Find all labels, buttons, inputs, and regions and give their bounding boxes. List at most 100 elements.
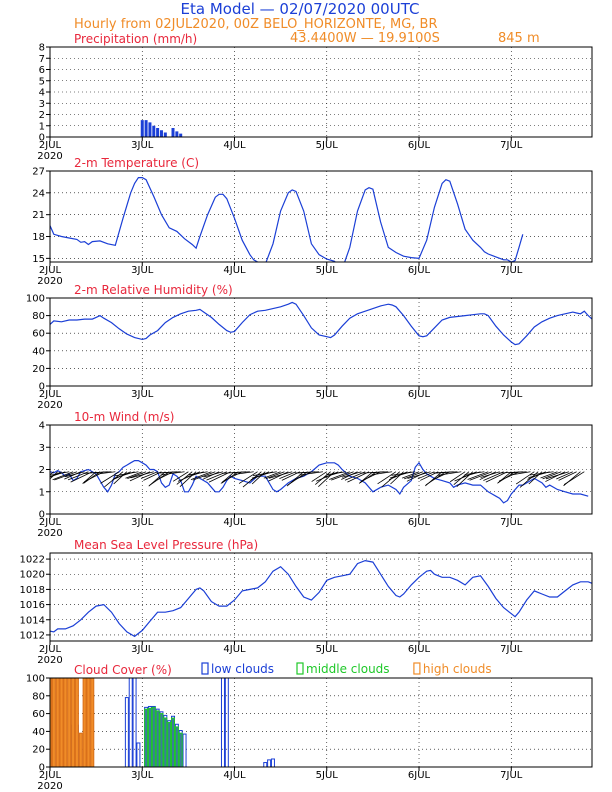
wind-arrow	[64, 471, 81, 480]
panel-5: 0 20 40 60 80 100 2JUL 3JUL 4JUL 5JUL 6JUL 7JUL 2020…	[26, 662, 593, 792]
cloud-bar-high	[90, 678, 95, 767]
wind-arrow	[202, 471, 220, 480]
chart-subtitle: Hourly from 02JUL2020, 00Z BELO_HORIZONT…	[74, 17, 438, 32]
wind-arrow	[391, 471, 416, 476]
wind-arrow	[406, 471, 427, 482]
y-tick-label: 24	[32, 188, 45, 199]
wind-arrow	[464, 471, 485, 475]
y-tick-label: 60	[32, 329, 45, 340]
wind-arrow	[433, 471, 450, 480]
precip-bar	[171, 128, 175, 137]
wind-arrow	[268, 471, 289, 482]
wind-arrow	[50, 471, 70, 476]
cloud-bar-low	[270, 758, 275, 767]
y-tick-label: 21	[32, 210, 45, 221]
cloud-bar-middle	[155, 710, 160, 767]
wind-arrow	[297, 471, 320, 474]
x-tick-label: 6JUL	[408, 517, 431, 528]
plot-area	[50, 678, 275, 767]
cloud-bar-middle	[174, 726, 179, 767]
cloud-bar-high	[82, 678, 87, 767]
wind-arrow	[299, 471, 323, 476]
y-tick-label: 0	[39, 133, 45, 144]
panel-frame	[49, 677, 593, 768]
wind-arrow	[279, 471, 297, 480]
x-tick-label: 6JUL	[408, 389, 431, 400]
y-tick-label: 1016	[20, 600, 45, 611]
wind-arrow	[540, 471, 558, 479]
x-tick-label: 7JUL	[500, 140, 523, 151]
legend-label: middle clouds	[306, 662, 390, 676]
wind-arrow	[377, 471, 397, 485]
x-tick-label: 3JUL	[131, 644, 154, 655]
x-tick-label: 5JUL	[316, 140, 339, 151]
y-tick-label: 4	[39, 421, 45, 432]
wind-arrow	[130, 471, 154, 479]
plot-area	[50, 301, 592, 346]
x-tick-label: 3JUL	[131, 770, 154, 781]
wind-arrow	[542, 471, 562, 480]
x-tick-label: 2JUL	[39, 644, 62, 655]
wind-arrow	[449, 471, 466, 483]
location-coords: 43.4400W — 19.9100S	[290, 31, 440, 46]
wind-arrow	[331, 471, 354, 481]
cloud-bar-middle	[151, 706, 156, 767]
y-tick-label: 5	[39, 76, 45, 87]
wind-arrow	[93, 471, 112, 474]
x-year-label: 2020	[37, 781, 62, 792]
wind-arrow	[404, 471, 424, 480]
cloud-bar-low	[136, 742, 141, 767]
wind-arrow	[510, 471, 531, 476]
plot-area	[50, 177, 524, 262]
wind-arrow	[498, 471, 520, 482]
x-tick-label: 5JUL	[316, 770, 339, 781]
wind-arrow	[342, 471, 362, 478]
x-tick-label: 4JUL	[223, 265, 246, 276]
cloud-bar-high	[59, 678, 64, 767]
precip-bar	[152, 125, 156, 137]
wind-arrow	[311, 471, 327, 482]
x-tick-label: 6JUL	[408, 265, 431, 276]
x-tick-label: 5JUL	[316, 265, 339, 276]
x-tick-label: 3JUL	[131, 389, 154, 400]
y-tick-label: 20	[32, 745, 45, 756]
cloud-bar-middle	[171, 717, 176, 767]
wind-arrow	[480, 471, 500, 478]
wind-arrow	[140, 471, 158, 479]
series-line	[50, 301, 592, 346]
x-tick-label: 4JUL	[223, 644, 246, 655]
cloud-bar-high	[71, 678, 76, 767]
x-tick-label: 4JUL	[223, 389, 246, 400]
cloud-bar-low	[267, 759, 272, 767]
wind-arrow	[558, 471, 577, 481]
y-tick-label: 100	[26, 674, 45, 685]
wind-arrow	[176, 471, 193, 485]
plot-area	[140, 120, 183, 137]
wind-arrow	[469, 471, 493, 481]
wind-arrow	[265, 471, 285, 480]
cloud-bar-middle	[178, 732, 183, 767]
legend-label: low clouds	[211, 662, 274, 676]
x-tick-label: 3JUL	[131, 517, 154, 528]
wind-arrow	[437, 471, 462, 476]
x-tick-label: 5JUL	[316, 644, 339, 655]
panel-3: 0 1 2 3 4 2JUL 3JUL 4JUL 5JUL 6JUL 7JUL 2020 10-m Wi…	[37, 410, 593, 539]
y-tick-label: 4	[39, 88, 45, 99]
x-tick-label: 2JUL	[39, 770, 62, 781]
panel-frame	[49, 297, 593, 387]
plot-area	[50, 460, 589, 504]
wind-arrow	[508, 471, 527, 474]
y-tick-label: 40	[32, 727, 45, 738]
cloud-bar-low	[132, 678, 137, 767]
wind-arrow	[563, 471, 585, 485]
panel-title: Mean Sea Level Pressure (hPa)	[74, 538, 258, 552]
wind-arrow	[556, 471, 573, 480]
wind-arrow	[125, 471, 143, 479]
x-tick-label: 6JUL	[408, 140, 431, 151]
precip-bar	[159, 130, 163, 137]
y-tick-label: 2	[39, 110, 45, 121]
cloud-bar-high	[74, 678, 79, 767]
wind-arrow	[545, 471, 566, 482]
panel-title: Precipitation (mm/h)	[74, 32, 197, 46]
cloud-bar-high	[55, 678, 60, 767]
